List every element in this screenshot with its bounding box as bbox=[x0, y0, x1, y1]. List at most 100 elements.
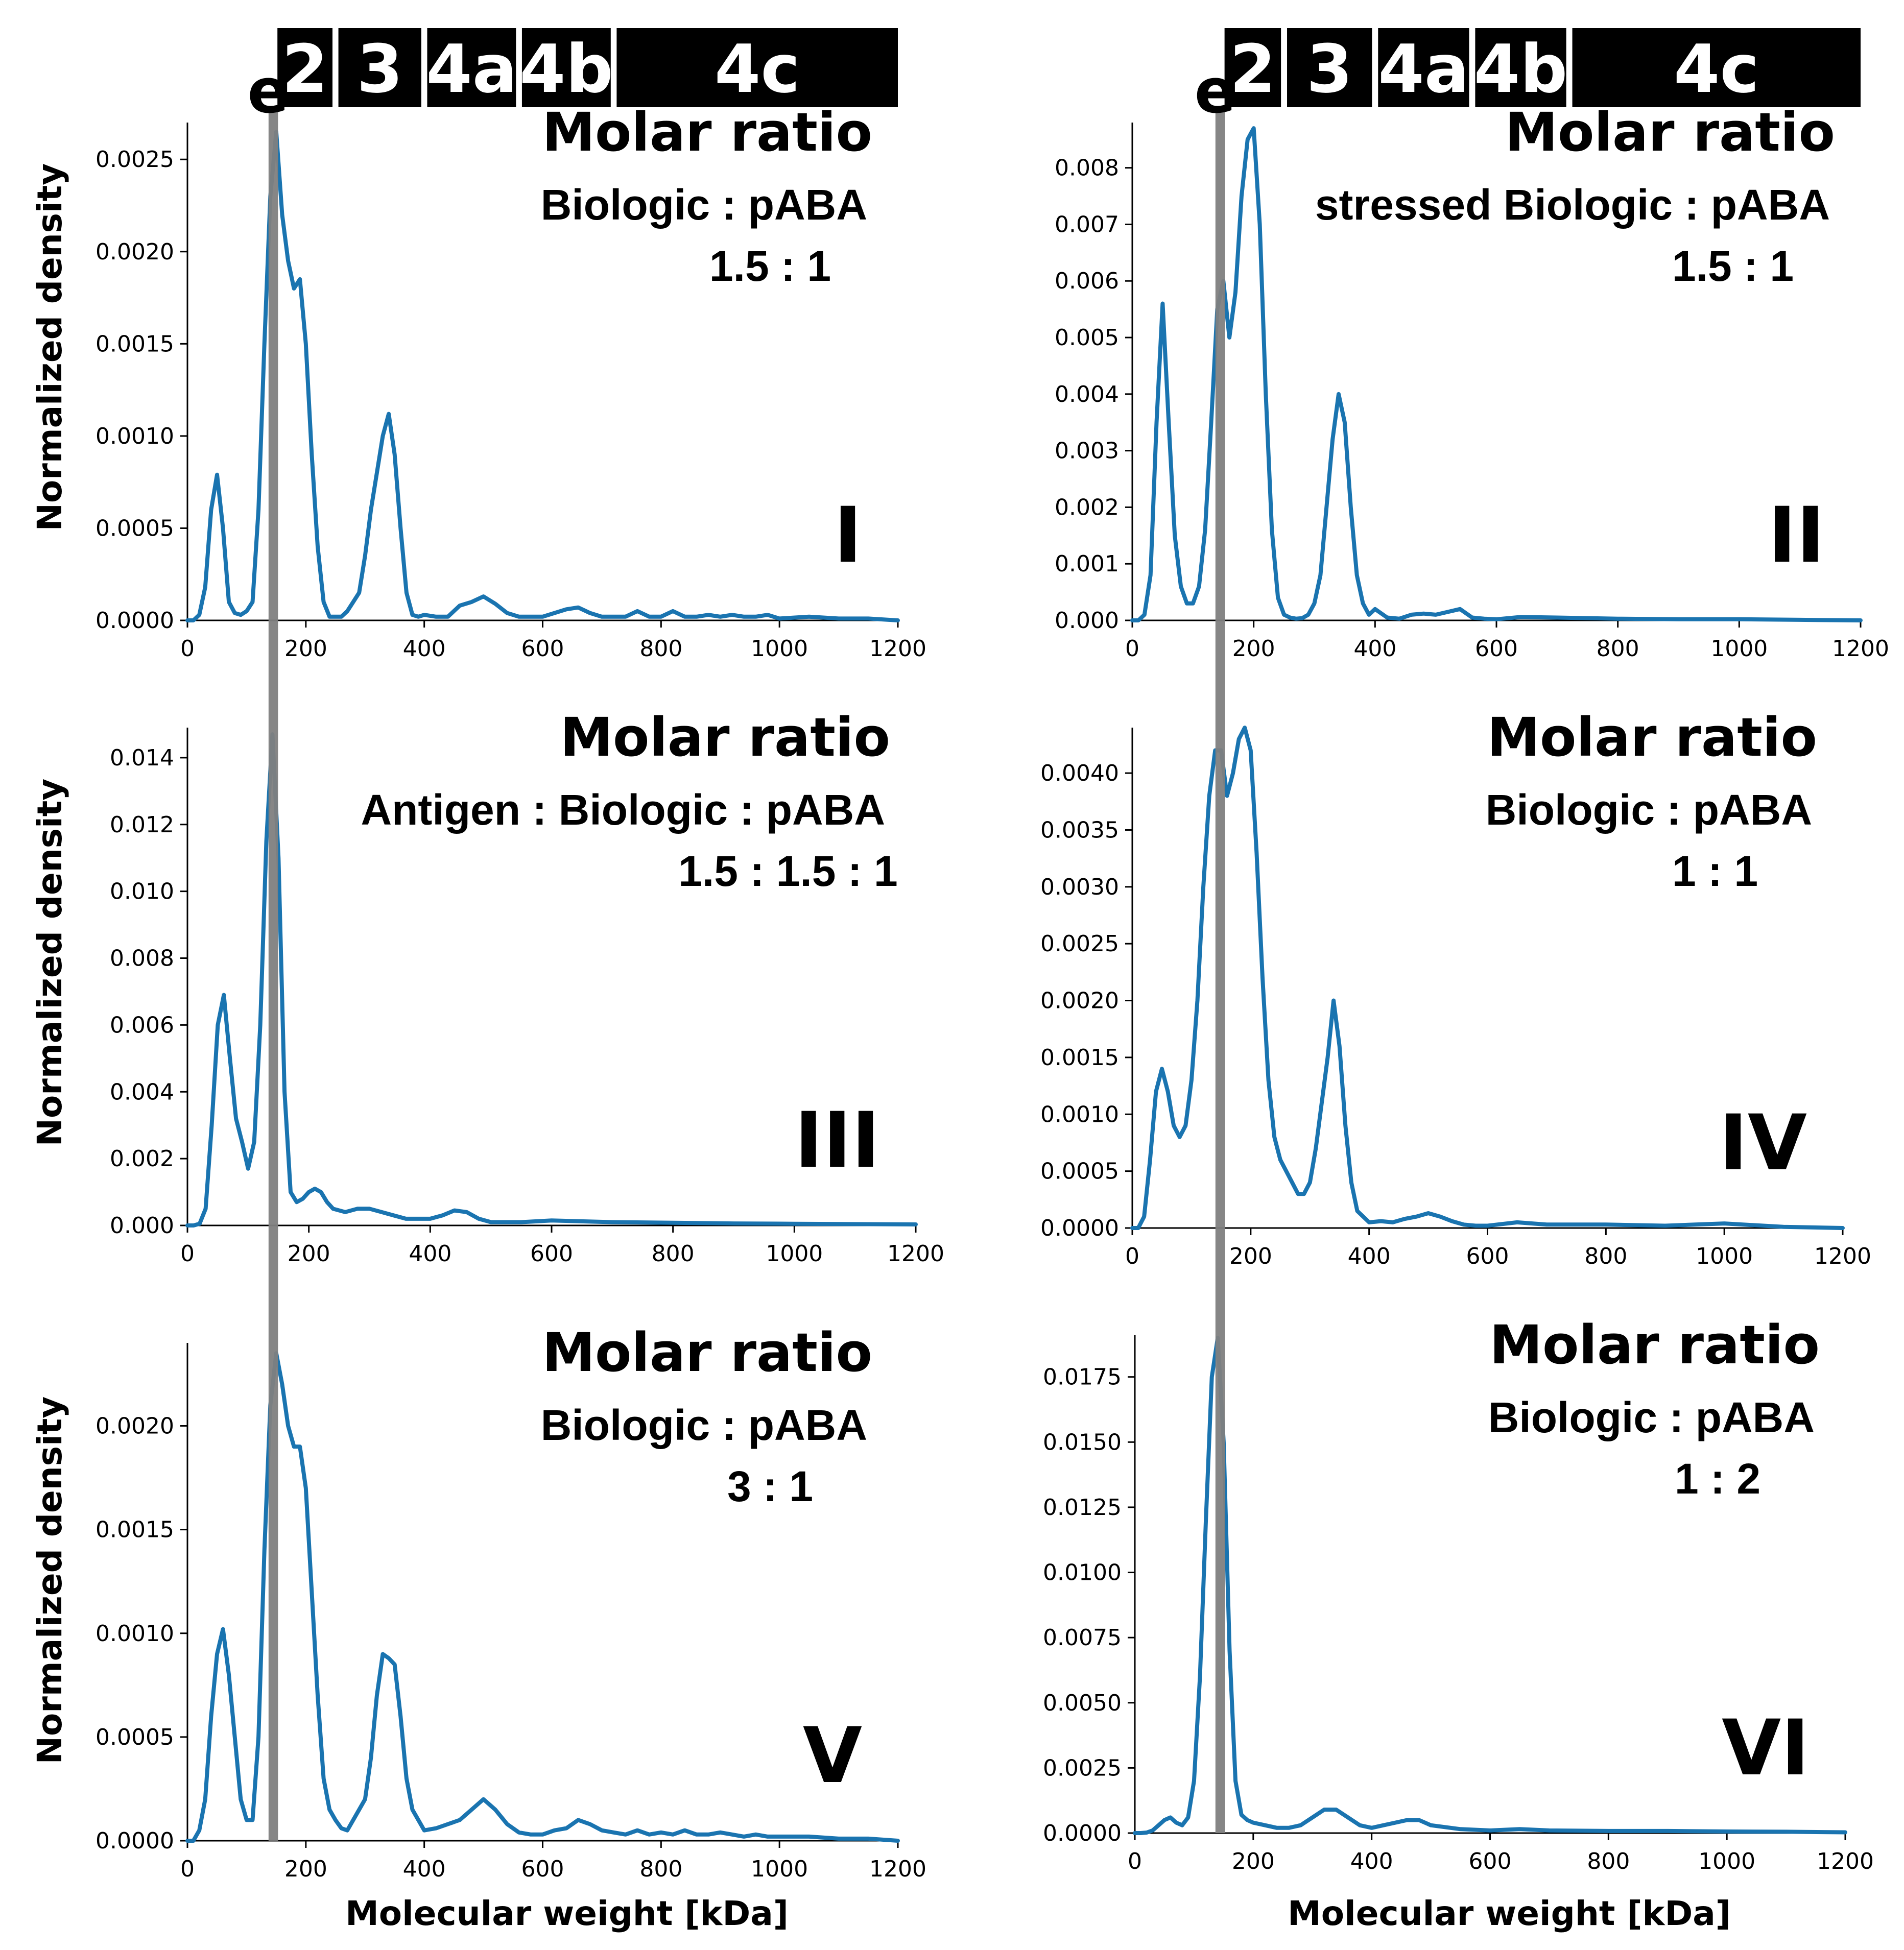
top-bar-label-2: 2 bbox=[282, 30, 328, 108]
y-tick-label: 0.0005 bbox=[1040, 1159, 1119, 1185]
x-tick-label: 200 bbox=[1229, 1243, 1272, 1269]
top-bar-3 bbox=[338, 28, 421, 107]
y-axis-label-row3: Normalized density bbox=[30, 1397, 69, 1765]
panel-label-V: V bbox=[803, 1712, 862, 1800]
top-bar-2 bbox=[1224, 28, 1281, 107]
top-bar-3 bbox=[1287, 28, 1372, 107]
x-tick-label: 400 bbox=[403, 1856, 446, 1882]
annotation-title: Molar ratio bbox=[1487, 706, 1817, 768]
x-tick-label: 1200 bbox=[1814, 1243, 1871, 1269]
overlays: e e2 3 4a 4b 4c 2 3 4a 4b 4c bbox=[247, 28, 1861, 1841]
x-tick-label: 800 bbox=[639, 1856, 682, 1882]
y-tick-label: 0.008 bbox=[110, 946, 174, 972]
x-tick-label: 200 bbox=[1232, 636, 1275, 662]
band-e-col2 bbox=[1215, 107, 1225, 1833]
y-tick-label: 0.0020 bbox=[96, 239, 174, 265]
panel-label-VI: VI bbox=[1722, 1704, 1810, 1793]
y-tick-label: 0.0030 bbox=[1040, 874, 1119, 900]
panel-label-I: I bbox=[834, 491, 862, 580]
y-tick-label: 0.0040 bbox=[1040, 760, 1119, 786]
x-tick-label: 0 bbox=[180, 1856, 195, 1882]
x-tick-label: 600 bbox=[1466, 1243, 1509, 1269]
y-tick-label: 0.014 bbox=[110, 745, 174, 771]
panel-V: 0 200 400 600 800 1000 1200 0.0000 0.0005 0.0010 0… bbox=[96, 1321, 926, 1882]
annotation-subtitle: Biologic : pABA bbox=[541, 181, 867, 229]
x-tick-label: 800 bbox=[1587, 1848, 1630, 1874]
x-tick-label: 200 bbox=[288, 1241, 330, 1267]
panel-III: 0 200 400 600 800 1000 1200 0.000 0.002 0.004 0.00… bbox=[110, 706, 944, 1267]
y-tick-label: 0.008 bbox=[1055, 155, 1119, 181]
top-bar-label-4b: 4b bbox=[519, 30, 613, 108]
x-tick-label: 1000 bbox=[1696, 1243, 1753, 1269]
x-tick-label: 800 bbox=[1597, 636, 1639, 662]
y-tick-label: 0.010 bbox=[110, 879, 174, 905]
x-tick-label: 0 bbox=[180, 1241, 195, 1267]
annotation-ratio: 3 : 1 bbox=[727, 1462, 813, 1510]
y-tick-label: 0.012 bbox=[110, 812, 174, 838]
series-line-II bbox=[1130, 126, 1863, 622]
x-tick-label: 600 bbox=[521, 636, 564, 662]
x-tick-label: 200 bbox=[1232, 1848, 1275, 1874]
annotation-subtitle: Biologic : pABA bbox=[1488, 1393, 1815, 1441]
y-tick-label: 0.0000 bbox=[96, 1828, 174, 1854]
y-tick-label: 0.0015 bbox=[96, 1517, 174, 1543]
series-line-V bbox=[185, 1351, 900, 1843]
y-tick-label: 0.004 bbox=[110, 1079, 174, 1105]
top-bar-4a bbox=[1378, 28, 1469, 107]
y-tick-label: 0.0175 bbox=[1043, 1364, 1122, 1390]
y-tick-label: 0.0000 bbox=[96, 608, 174, 634]
x-tick-label: 400 bbox=[403, 636, 446, 662]
x-tick-label: 1200 bbox=[887, 1241, 944, 1267]
y-tick-label: 0.0100 bbox=[1043, 1560, 1122, 1586]
y-tick-label: 0.0005 bbox=[96, 515, 174, 541]
top-bar-4b bbox=[521, 28, 611, 107]
series-line-III bbox=[185, 732, 918, 1227]
x-tick-label: 1000 bbox=[1710, 636, 1768, 662]
y-tick-label: 0.0150 bbox=[1043, 1429, 1122, 1455]
x-tick-label: 400 bbox=[1348, 1243, 1391, 1269]
x-tick-label: 600 bbox=[1475, 636, 1518, 662]
y-tick-label: 0.0010 bbox=[96, 423, 174, 449]
y-tick-label: 0.0010 bbox=[1040, 1101, 1119, 1127]
x-tick-label: 1000 bbox=[751, 1856, 808, 1882]
y-tick-label: 0.0075 bbox=[1043, 1625, 1122, 1651]
y-tick-label: 0.0015 bbox=[96, 331, 174, 357]
y-tick-label: 0.002 bbox=[1055, 494, 1119, 520]
x-tick-label: 800 bbox=[1584, 1243, 1627, 1269]
top-bar-label-4a: 4a bbox=[1378, 30, 1469, 108]
top-bar-label-4a: 4a bbox=[426, 30, 517, 108]
panel-VI: 0 200 400 600 800 1000 1200 0.0000 0.0025 0.0050 0… bbox=[1043, 1314, 1874, 1874]
annotation-title: Molar ratio bbox=[542, 101, 872, 163]
x-tick-label: 1000 bbox=[1698, 1848, 1755, 1874]
top-bar-label-4b: 4b bbox=[1474, 30, 1568, 108]
x-tick-label: 1200 bbox=[1817, 1848, 1874, 1874]
y-tick-label: 0.0035 bbox=[1040, 817, 1119, 843]
y-axis-label-row1: Normalized density bbox=[30, 163, 69, 532]
annotation-ratio: 1.5 : 1 bbox=[1672, 242, 1794, 290]
x-tick-label: 400 bbox=[409, 1241, 451, 1267]
annotation-subtitle: Antigen : Biologic : pABA bbox=[361, 786, 885, 834]
panel-label-IV: IV bbox=[1719, 1099, 1807, 1188]
y-tick-label: 0.0020 bbox=[96, 1413, 174, 1439]
y-tick-label: 0.004 bbox=[1055, 381, 1119, 407]
x-tick-label: 1200 bbox=[869, 1856, 926, 1882]
y-tick-label: 0.0000 bbox=[1040, 1215, 1119, 1241]
y-tick-label: 0.0020 bbox=[1040, 988, 1119, 1014]
annotation-title: Molar ratio bbox=[1505, 101, 1835, 163]
y-tick-label: 0.0005 bbox=[96, 1724, 174, 1750]
annotation-subtitle: stressed Biologic : pABA bbox=[1315, 181, 1830, 229]
annotation-subtitle: Biologic : pABA bbox=[541, 1401, 867, 1449]
annotation-ratio: 1.5 : 1 bbox=[709, 242, 831, 290]
x-tick-label: 1200 bbox=[869, 636, 926, 662]
x-tick-label: 400 bbox=[1353, 636, 1396, 662]
top-bar-4a bbox=[427, 28, 516, 107]
y-axis-label-row2: Normalized density bbox=[30, 779, 69, 1147]
top-bar-4b bbox=[1475, 28, 1566, 107]
top-bar-label-3: 3 bbox=[356, 30, 402, 108]
top-bar-4c bbox=[1572, 28, 1861, 107]
panel-label-II: II bbox=[1768, 491, 1825, 580]
annotation-subtitle: Biologic : pABA bbox=[1486, 786, 1812, 834]
x-tick-label: 200 bbox=[284, 1856, 327, 1882]
